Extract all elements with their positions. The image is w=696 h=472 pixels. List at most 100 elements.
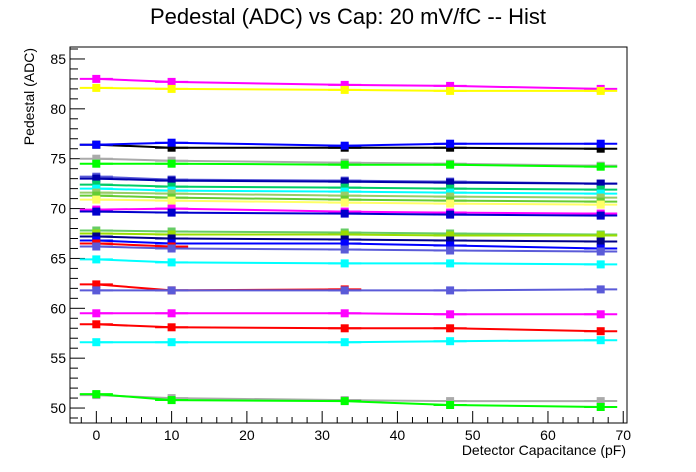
x-axis-label: Detector Capacitance (pF) [462,442,626,458]
data-point [340,177,349,186]
data-point [340,198,349,207]
data-point [340,141,349,150]
data-point [167,396,176,405]
data-point [167,234,176,243]
data-point [92,309,101,318]
data-point [596,162,605,171]
series-29 [79,390,618,411]
data-point [446,259,455,268]
data-point [596,139,605,148]
data-point [92,83,101,92]
data-point [340,209,349,218]
data-point [340,338,349,347]
y-tick-label: 65 [50,250,66,266]
data-point [340,259,349,268]
x-tick-label: 10 [164,427,180,443]
data-point [92,255,101,264]
data-point [446,246,455,255]
data-point [92,140,101,149]
data-point [167,84,176,93]
data-point [92,74,101,83]
data-point [446,160,455,169]
data-point [446,139,455,148]
data-point [446,241,455,250]
chart-title: Pedestal (ADC) vs Cap: 20 mV/fC -- Hist [150,4,546,29]
data-point [446,81,455,90]
data-point [167,286,176,295]
x-tick-label: 60 [540,427,556,443]
series-19 [79,236,618,253]
data-point [340,309,349,318]
data-point [596,144,605,153]
data-point [340,230,349,239]
data-point [446,210,455,219]
y-tick-label: 60 [50,300,66,316]
data-point [167,176,176,185]
data-point [596,179,605,188]
axes: 0 10 20 30 40 50 60 70 50 55 60 65 70 75 80 85 [50,48,631,443]
x-tick-label: 50 [465,427,481,443]
data-point [92,174,101,183]
data-point [340,245,349,254]
data-point [596,86,605,95]
y-tick-label: 80 [50,101,66,117]
data-point [167,244,176,253]
data-point [446,86,455,95]
data-point [446,401,455,409]
y-tick-label: 75 [50,151,66,167]
data-point [167,143,176,152]
data-point [167,196,176,205]
data-point [596,237,605,246]
data-point [340,85,349,94]
series-21 [79,242,618,256]
data-point [92,159,101,168]
series-24 [79,285,618,295]
series-6 [79,159,618,171]
data-point [340,397,349,406]
data-point [340,160,349,169]
data-point [596,247,605,256]
data-point [596,285,605,294]
x-tick-label: 70 [615,427,631,443]
data-point [596,310,605,319]
data-point [340,324,349,333]
data-point [446,236,455,245]
y-tick-label: 85 [50,51,66,67]
data-point [167,338,176,347]
plot-frame [69,46,628,424]
series-8 [79,174,618,188]
x-tick-label: 20 [239,427,255,443]
data-point [340,239,349,248]
data-point [167,77,176,86]
data-point [92,320,101,329]
series-2 [79,83,618,95]
data-point [446,310,455,319]
data-point [596,231,605,240]
data-point [92,338,101,347]
data-point [340,286,349,295]
series-4 [79,138,618,150]
data-point [92,207,101,216]
data-point [596,336,605,345]
data-point [596,397,605,406]
data-point [446,178,455,187]
data-point [446,286,455,295]
x-tick-label: 40 [390,427,406,443]
data-point [92,195,101,204]
data-point [167,323,176,332]
data-point [596,211,605,220]
x-tick-label: 30 [314,427,330,443]
y-tick-label: 70 [50,201,66,217]
data-point [167,258,176,267]
data-point [167,208,176,217]
data-point [92,154,101,163]
data-point [92,242,101,251]
data-point [446,337,455,346]
data-point [92,280,101,289]
data-point [167,159,176,168]
data-point [92,390,101,399]
data-point [167,309,176,318]
data-point [446,199,455,208]
y-axis-label: Pedestal (ADC) [21,48,37,145]
